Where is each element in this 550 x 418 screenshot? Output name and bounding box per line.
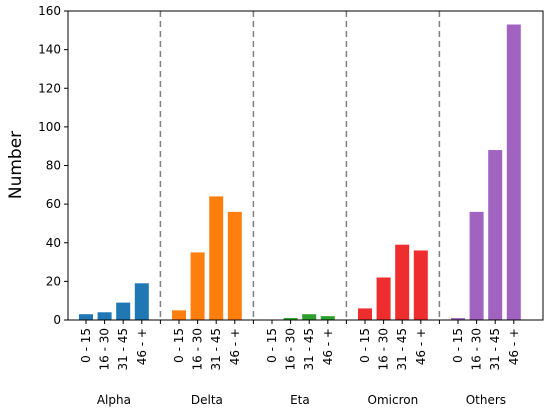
bar-eta-3: [302, 314, 317, 320]
x-tick-label: 31 - 45: [209, 328, 223, 371]
x-tick-label: 31 - 45: [488, 328, 502, 371]
x-tick-label: 31 - 45: [116, 328, 130, 371]
bar-eta-2: [283, 318, 298, 320]
group-label: Delta: [191, 393, 223, 407]
bars-layer: [79, 24, 521, 321]
y-axis-label: Number: [6, 131, 26, 199]
y-tick-label: 140: [38, 43, 61, 57]
x-tick-label: 0 - 15: [79, 328, 93, 363]
x-tick-label: 0 - 15: [451, 328, 465, 363]
bar-alpha-2: [97, 312, 112, 320]
x-tick-label: 31 - 45: [302, 328, 316, 371]
x-tick-label: 46 - +: [228, 328, 242, 365]
x-tick-label: 16 - 30: [470, 328, 484, 371]
x-tick-label: 0 - 15: [265, 328, 279, 363]
bar-omicron-4: [413, 250, 428, 320]
bar-omicron-1: [358, 308, 372, 320]
group-label: Omicron: [368, 393, 419, 407]
y-tick-label: 80: [46, 159, 61, 173]
y-tick-label: 160: [38, 4, 61, 18]
x-tick-label: 16 - 30: [98, 328, 112, 371]
x-tick-label: 46 - +: [321, 328, 335, 365]
bar-omicron-3: [395, 244, 410, 320]
bar-alpha-3: [116, 302, 131, 320]
bar-delta-2: [190, 252, 205, 320]
bar-alpha-4: [134, 283, 149, 320]
y-tick-label: 40: [46, 236, 61, 250]
group-label: Eta: [290, 393, 310, 407]
bar-others-2: [469, 211, 484, 320]
x-tick-label: 46 - +: [414, 328, 428, 365]
x-tick-label: 16 - 30: [284, 328, 298, 371]
bar-others-3: [488, 150, 503, 320]
bar-eta-4: [320, 316, 335, 320]
x-tick-label: 46 - +: [507, 328, 521, 365]
y-tick-label: 60: [46, 197, 61, 211]
x-tick-label: 0 - 15: [358, 328, 372, 363]
x-tick-label: 16 - 30: [191, 328, 205, 371]
y-axis: 0 20 40 60 80 100 120 140 160: [38, 4, 68, 327]
y-tick-label: 0: [53, 313, 61, 327]
bar-omicron-2: [376, 277, 391, 320]
y-tick-label: 120: [38, 81, 61, 95]
bar-others-1: [451, 318, 465, 320]
x-tick-label: 0 - 15: [172, 328, 186, 363]
bar-delta-4: [227, 211, 242, 320]
bar-others-4: [506, 24, 521, 321]
x-tick-label: 46 - +: [135, 328, 149, 365]
group-label: Others: [466, 393, 506, 407]
bar-delta-3: [209, 196, 224, 320]
x-tick-label: 16 - 30: [377, 328, 391, 371]
y-tick-label: 100: [38, 120, 61, 134]
bar-alpha-1: [79, 314, 93, 320]
group-separators: [159, 11, 441, 320]
x-axis: 0 - 15 16 - 30 31 - 45 46 - + Alpha 0 - 15 16 …: [79, 320, 521, 407]
x-tick-label: 31 - 45: [395, 328, 409, 371]
bar-delta-1: [172, 310, 186, 320]
group-label: Alpha: [97, 393, 131, 407]
y-tick-label: 20: [46, 274, 61, 288]
